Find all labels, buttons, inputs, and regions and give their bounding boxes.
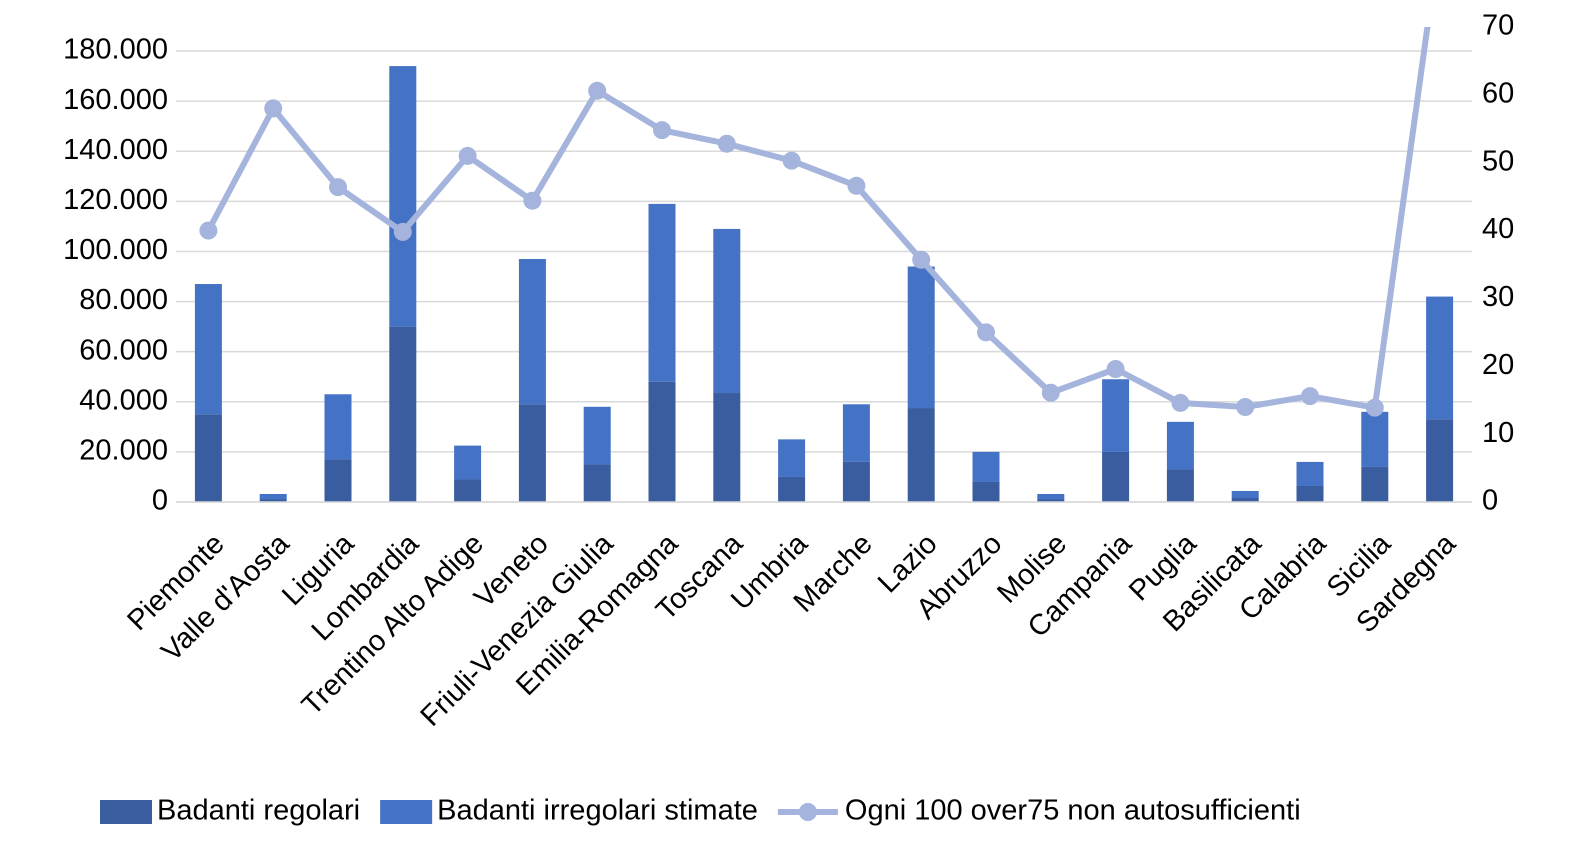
y2-tick-label: 50 bbox=[1482, 145, 1514, 177]
line-marker bbox=[523, 191, 542, 210]
line-marker bbox=[1171, 393, 1190, 412]
bar bbox=[1102, 451, 1130, 502]
bar bbox=[1426, 419, 1454, 502]
bar bbox=[194, 284, 222, 415]
bar bbox=[713, 393, 741, 502]
line-marker bbox=[393, 222, 412, 241]
y-tick-label: 60.000 bbox=[79, 334, 168, 366]
line-layer bbox=[199, 27, 1431, 417]
bar bbox=[907, 266, 935, 409]
y2-tick-label: 30 bbox=[1482, 281, 1514, 313]
bar bbox=[518, 258, 546, 405]
y-tick-label: 80.000 bbox=[79, 284, 168, 316]
line-marker bbox=[653, 121, 671, 140]
line bbox=[205, 27, 1431, 411]
bar bbox=[907, 408, 935, 502]
line-marker bbox=[199, 221, 218, 240]
bar bbox=[1231, 490, 1259, 498]
y-tick-label: 20.000 bbox=[79, 435, 168, 467]
bar bbox=[1361, 466, 1389, 502]
y2-tick-label: 70 bbox=[1482, 10, 1514, 42]
y2-tick-label: 60 bbox=[1482, 78, 1514, 110]
bar bbox=[1166, 421, 1194, 470]
y2-tick-label: 40 bbox=[1482, 213, 1514, 245]
bar bbox=[972, 481, 1000, 502]
bar bbox=[1361, 411, 1389, 467]
legend-swatch bbox=[100, 800, 152, 824]
bar bbox=[648, 203, 676, 382]
bar bbox=[194, 414, 222, 502]
line-marker bbox=[782, 151, 801, 170]
bar bbox=[389, 326, 417, 502]
bar bbox=[778, 439, 806, 477]
bar bbox=[972, 451, 1000, 482]
bar bbox=[1296, 485, 1324, 502]
line-marker bbox=[588, 81, 607, 100]
bar bbox=[842, 404, 870, 462]
bar bbox=[1102, 379, 1130, 452]
bar bbox=[778, 476, 806, 502]
y2-tick-label: 20 bbox=[1482, 349, 1514, 381]
bar bbox=[389, 66, 417, 327]
legend-swatch bbox=[380, 800, 433, 824]
bar bbox=[454, 445, 482, 480]
line-marker bbox=[912, 250, 931, 269]
line-marker bbox=[1365, 398, 1384, 417]
y-tick-label: 120.000 bbox=[63, 184, 168, 216]
bar bbox=[842, 461, 870, 502]
line-marker bbox=[264, 99, 283, 118]
bar bbox=[1426, 296, 1454, 420]
bar bbox=[648, 381, 676, 502]
y2-tick-label: 10 bbox=[1482, 417, 1514, 449]
bar bbox=[324, 394, 352, 460]
bar bbox=[454, 479, 482, 502]
y-tick-label: 180.000 bbox=[63, 34, 168, 66]
line-marker bbox=[847, 176, 866, 195]
line-marker bbox=[1106, 360, 1125, 378]
y-tick-label: 160.000 bbox=[63, 84, 168, 116]
bar bbox=[1296, 461, 1324, 486]
y-tick-label: 100.000 bbox=[63, 234, 168, 266]
legend-label: Badanti irregolari stimate bbox=[437, 795, 758, 827]
bar bbox=[713, 228, 741, 394]
legend-swatch bbox=[798, 803, 817, 821]
y-tick-label: 140.000 bbox=[63, 134, 168, 166]
line-marker bbox=[329, 178, 347, 197]
bar bbox=[1231, 497, 1259, 502]
bar bbox=[1166, 469, 1194, 502]
y2-tick-label: 0 bbox=[1482, 485, 1498, 517]
bar bbox=[259, 499, 287, 502]
legend-label: Ogni 100 over75 non autosufficienti bbox=[845, 795, 1301, 827]
legend-label: Badanti regolari bbox=[157, 795, 360, 827]
bar bbox=[1037, 493, 1065, 500]
bar bbox=[259, 493, 287, 500]
y-tick-label: 40.000 bbox=[79, 384, 168, 416]
bar bbox=[583, 464, 611, 502]
bar bbox=[1037, 499, 1065, 502]
bar bbox=[583, 406, 611, 465]
line-marker bbox=[1041, 383, 1060, 402]
y-tick-label: 0 bbox=[152, 485, 168, 517]
line-marker bbox=[1236, 398, 1255, 416]
bar bbox=[324, 459, 352, 502]
line-marker bbox=[977, 323, 995, 342]
line-marker bbox=[1301, 387, 1319, 406]
bar bbox=[518, 404, 546, 502]
line-marker bbox=[717, 134, 736, 153]
line-marker bbox=[458, 146, 477, 165]
